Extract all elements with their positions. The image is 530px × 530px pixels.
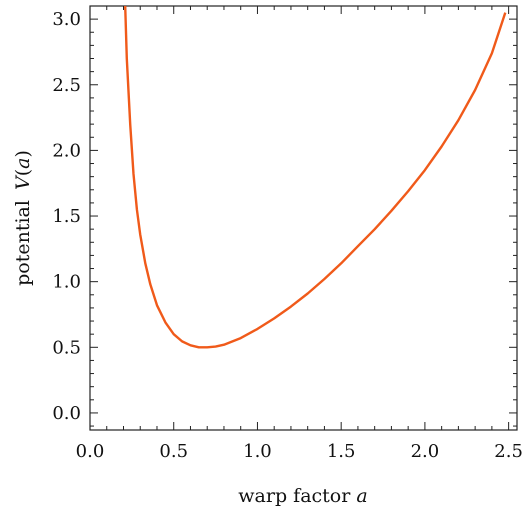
axis-ticks xyxy=(89,5,517,430)
y-axis-label: potential V(a) xyxy=(12,150,34,286)
y-tick-label: 1.5 xyxy=(52,206,81,227)
x-tick-label: 1.5 xyxy=(327,441,356,462)
y-tick-label: 1.0 xyxy=(52,272,81,293)
y-tick-label: 2.0 xyxy=(52,140,81,161)
x-tick-label: 2.0 xyxy=(411,441,440,462)
y-axis-label-variable: a xyxy=(12,158,34,169)
y-tick-label: 3.0 xyxy=(52,9,81,30)
x-axis-label-text: warp factor xyxy=(238,485,351,507)
axis-tick-labels: 0.0 0.5 1.0 1.5 2.0 2.5 0.0 0.5 1.0 1.5 2.0 2.5 3.0 xyxy=(52,9,523,462)
y-axis-label-function: V xyxy=(12,174,34,190)
x-tick-label: 1.0 xyxy=(243,441,272,462)
x-axis-label-variable: a xyxy=(356,485,367,507)
series-line xyxy=(124,5,507,349)
plot-frame xyxy=(89,5,518,431)
x-tick-label: 0.0 xyxy=(76,441,105,462)
y-tick-label: 0.0 xyxy=(52,403,81,424)
y-tick-label: 0.5 xyxy=(52,337,81,358)
x-tick-label: 0.5 xyxy=(159,441,188,462)
x-axis-label: warp factor a xyxy=(238,485,367,507)
y-axis-label-text: potential xyxy=(12,200,34,286)
x-tick-label: 2.5 xyxy=(494,441,523,462)
y-tick-label: 2.5 xyxy=(52,75,81,96)
